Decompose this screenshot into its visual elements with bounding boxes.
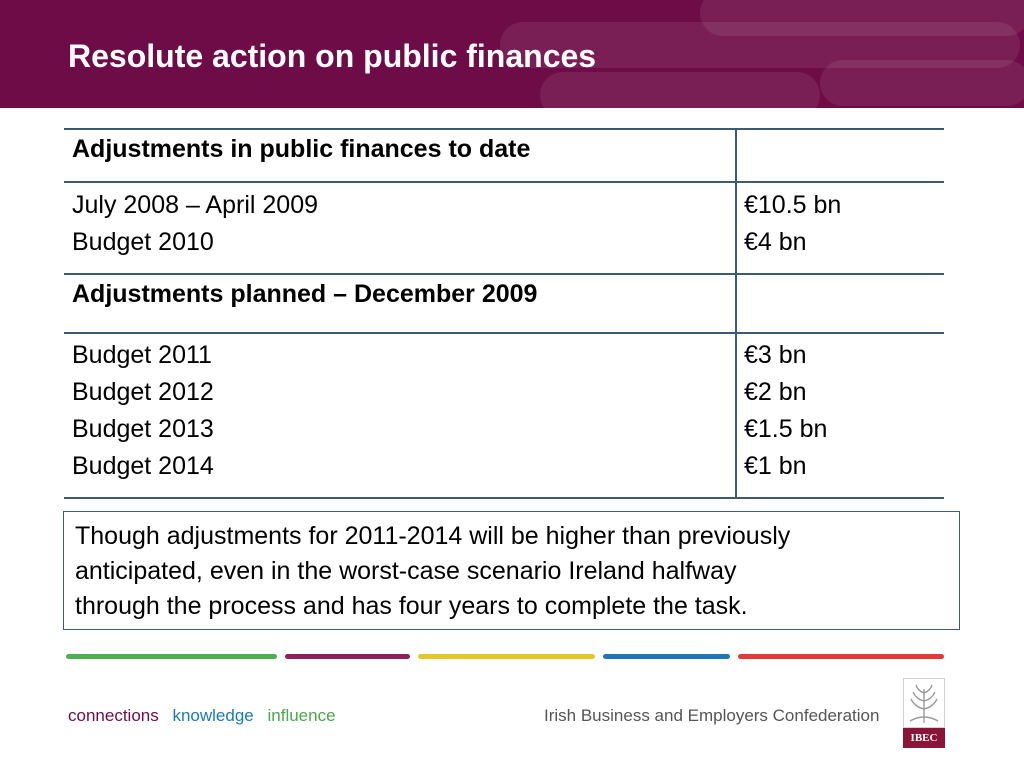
tagline: connections knowledge influence	[68, 706, 345, 726]
tagline-connections: connections	[68, 706, 159, 725]
stripe-green	[66, 654, 277, 659]
cell-line: €1 bn	[744, 452, 807, 480]
cell-line: Budget 2011	[72, 341, 212, 369]
table-row: Adjustments in public finances to date	[64, 128, 944, 183]
cell-line: Budget 2014	[72, 452, 214, 480]
adjustments-table: Adjustments in public finances to date J…	[64, 128, 944, 499]
organization-name: Irish Business and Employers Confederati…	[544, 706, 880, 725]
table-cell-label: Budget 2011 Budget 2012 Budget 2013 Budg…	[64, 332, 737, 499]
decorative-shape	[700, 0, 1024, 36]
table-row: Adjustments planned – December 2009	[64, 273, 944, 334]
wheat-emblem-icon	[903, 678, 945, 728]
note-line: through the process and has four years t…	[75, 592, 748, 620]
stripe-maroon	[285, 654, 410, 659]
cell-line: €10.5 bn	[744, 191, 842, 219]
note-line: anticipated, even in the worst-case scen…	[75, 557, 737, 585]
note-text: Though adjustments for 2011-2014 will be…	[75, 519, 945, 624]
decorative-shape	[540, 72, 820, 108]
cell-line: €4 bn	[744, 228, 807, 256]
cell-line: Budget 2010	[72, 228, 214, 256]
decorative-shape	[500, 22, 1020, 68]
cell-line: €3 bn	[744, 341, 807, 369]
table-cell-label: July 2008 – April 2009 Budget 2010	[64, 181, 737, 275]
table-cell-value: €10.5 bn €4 bn	[736, 181, 944, 275]
decorative-shape	[820, 60, 1024, 106]
cell-line: €1.5 bn	[744, 415, 828, 443]
cell-line: Adjustments in public finances to date	[72, 135, 531, 163]
note-box: Though adjustments for 2011-2014 will be…	[63, 511, 960, 630]
stripe-yellow	[418, 654, 595, 659]
table-row: Budget 2011 Budget 2012 Budget 2013 Budg…	[64, 332, 944, 499]
table-cell-label: Adjustments planned – December 2009	[64, 273, 737, 334]
table-cell-label: Adjustments in public finances to date	[64, 128, 737, 183]
cell-line: Budget 2013	[72, 415, 214, 443]
stripe-blue	[603, 654, 730, 659]
cell-line: €2 bn	[744, 378, 807, 406]
ibec-logo: IBEC	[903, 678, 945, 748]
header-banner: Resolute action on public finances	[0, 0, 1024, 108]
cell-line: July 2008 – April 2009	[72, 191, 319, 219]
table-cell-value: €3 bn €2 bn €1.5 bn €1 bn	[736, 332, 944, 499]
table-cell-value	[736, 128, 944, 183]
table-cell-value	[736, 273, 944, 334]
tagline-influence: influence	[267, 706, 336, 725]
tagline-knowledge: knowledge	[172, 706, 254, 725]
color-stripes	[0, 654, 1024, 660]
note-line: Though adjustments for 2011-2014 will be…	[75, 522, 791, 550]
table-row: July 2008 – April 2009 Budget 2010 €10.5…	[64, 181, 944, 275]
logo-wordmark: IBEC	[903, 728, 945, 748]
slide-title: Resolute action on public finances	[68, 38, 597, 74]
cell-line: Budget 2012	[72, 378, 214, 406]
cell-line: Adjustments planned – December 2009	[72, 280, 538, 308]
stripe-red	[738, 654, 944, 659]
